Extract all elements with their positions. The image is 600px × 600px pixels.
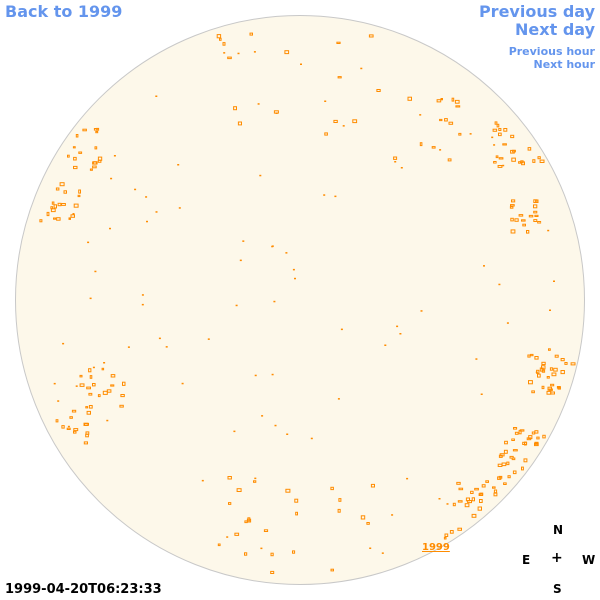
image-year-link[interactable]: 1999	[422, 542, 450, 553]
solar-disk-image	[15, 15, 585, 585]
next-day-link[interactable]: Next day	[515, 20, 595, 39]
previous-day-link[interactable]: Previous day	[478, 2, 595, 21]
previous-hour-link[interactable]: Previous hour	[508, 45, 595, 58]
compass-north-label: N	[553, 523, 564, 537]
back-to-year-link[interactable]: Back to 1999	[5, 2, 123, 21]
compass-east-label: E	[522, 553, 531, 567]
next-hour-link[interactable]: Next hour	[533, 58, 596, 71]
compass-west-label: W	[582, 553, 596, 567]
compass-south-label: S	[553, 582, 562, 596]
compass-center-icon: +	[551, 550, 563, 566]
observation-timestamp: 1999-04-20T06:23:33	[5, 582, 162, 597]
